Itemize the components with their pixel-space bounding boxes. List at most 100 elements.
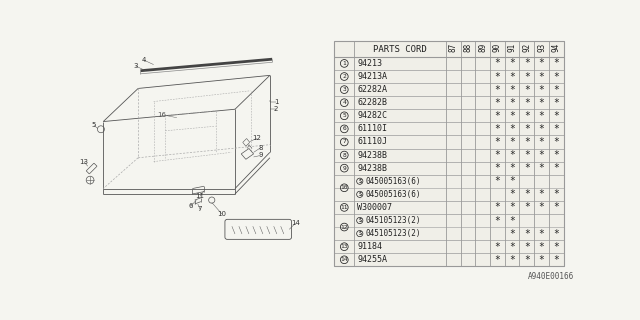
Text: 11: 11 bbox=[196, 193, 205, 199]
Text: *: * bbox=[509, 215, 515, 226]
Text: 90: 90 bbox=[493, 42, 502, 52]
Text: *: * bbox=[539, 150, 545, 160]
Text: *: * bbox=[524, 84, 530, 95]
Text: *: * bbox=[509, 124, 515, 134]
Text: *: * bbox=[524, 137, 530, 147]
Text: *: * bbox=[509, 137, 515, 147]
Text: *: * bbox=[539, 203, 545, 212]
Text: W300007: W300007 bbox=[358, 203, 392, 212]
Text: *: * bbox=[524, 111, 530, 121]
Text: *: * bbox=[509, 189, 515, 199]
Text: 6: 6 bbox=[189, 203, 193, 209]
Text: 13: 13 bbox=[79, 159, 88, 164]
Text: *: * bbox=[554, 150, 559, 160]
Text: S: S bbox=[358, 192, 362, 197]
Text: 62282A: 62282A bbox=[358, 85, 387, 94]
Text: 93: 93 bbox=[537, 42, 546, 52]
Text: *: * bbox=[524, 59, 530, 68]
Text: *: * bbox=[539, 137, 545, 147]
Text: 5: 5 bbox=[92, 123, 96, 128]
Text: 9: 9 bbox=[342, 166, 346, 171]
Text: *: * bbox=[554, 124, 559, 134]
Text: *: * bbox=[554, 255, 559, 265]
Text: *: * bbox=[524, 71, 530, 82]
Text: *: * bbox=[509, 111, 515, 121]
Text: *: * bbox=[554, 71, 559, 82]
Text: 94213: 94213 bbox=[358, 59, 383, 68]
Text: *: * bbox=[524, 242, 530, 252]
Text: *: * bbox=[524, 150, 530, 160]
Text: 6: 6 bbox=[342, 126, 346, 132]
Text: 2: 2 bbox=[274, 106, 278, 112]
Text: *: * bbox=[495, 98, 500, 108]
Text: *: * bbox=[524, 189, 530, 199]
Text: *: * bbox=[495, 242, 500, 252]
Text: 16: 16 bbox=[157, 112, 166, 118]
Text: 12: 12 bbox=[340, 225, 348, 229]
Text: *: * bbox=[554, 59, 559, 68]
Text: *: * bbox=[509, 98, 515, 108]
Text: 045005163(6): 045005163(6) bbox=[365, 177, 420, 186]
Text: *: * bbox=[524, 255, 530, 265]
Text: 2: 2 bbox=[342, 74, 346, 79]
Text: 7: 7 bbox=[198, 206, 202, 212]
Text: *: * bbox=[539, 71, 545, 82]
Text: *: * bbox=[509, 59, 515, 68]
Text: 14: 14 bbox=[340, 257, 348, 262]
Text: 91184: 91184 bbox=[358, 242, 383, 251]
Text: *: * bbox=[509, 163, 515, 173]
Text: *: * bbox=[524, 124, 530, 134]
Text: A940E00166: A940E00166 bbox=[528, 272, 575, 281]
Text: 10: 10 bbox=[340, 185, 348, 190]
Text: *: * bbox=[554, 98, 559, 108]
Text: 91: 91 bbox=[508, 42, 516, 52]
Text: 8: 8 bbox=[342, 153, 346, 157]
Text: *: * bbox=[524, 98, 530, 108]
Text: *: * bbox=[539, 163, 545, 173]
Text: *: * bbox=[495, 150, 500, 160]
Text: *: * bbox=[539, 189, 545, 199]
Text: 045005163(6): 045005163(6) bbox=[365, 190, 420, 199]
Text: 4: 4 bbox=[141, 57, 146, 63]
Text: *: * bbox=[524, 163, 530, 173]
Text: *: * bbox=[495, 71, 500, 82]
Text: 12: 12 bbox=[252, 135, 261, 141]
Text: 3: 3 bbox=[134, 63, 138, 69]
Text: *: * bbox=[539, 59, 545, 68]
Text: 94238B: 94238B bbox=[358, 150, 387, 160]
Text: *: * bbox=[495, 59, 500, 68]
Text: 8: 8 bbox=[259, 145, 263, 151]
Text: 94255A: 94255A bbox=[358, 255, 387, 264]
Text: 11: 11 bbox=[340, 205, 348, 210]
Text: PARTS CORD: PARTS CORD bbox=[373, 45, 427, 54]
Text: 94238B: 94238B bbox=[358, 164, 387, 173]
Text: S: S bbox=[358, 231, 362, 236]
Text: 9: 9 bbox=[259, 152, 263, 158]
Text: *: * bbox=[495, 215, 500, 226]
Text: 13: 13 bbox=[340, 244, 348, 249]
Text: S: S bbox=[358, 179, 362, 184]
Text: S: S bbox=[358, 218, 362, 223]
Text: 92: 92 bbox=[522, 42, 531, 52]
Text: *: * bbox=[554, 203, 559, 212]
Text: *: * bbox=[509, 71, 515, 82]
Text: 045105123(2): 045105123(2) bbox=[365, 216, 420, 225]
Text: *: * bbox=[554, 242, 559, 252]
Text: 61110I: 61110I bbox=[358, 124, 387, 133]
Text: 7: 7 bbox=[342, 140, 346, 144]
Text: 1: 1 bbox=[274, 99, 278, 105]
Bar bbox=[334, 42, 564, 266]
Text: 87: 87 bbox=[449, 42, 458, 52]
Text: *: * bbox=[495, 111, 500, 121]
Text: 94: 94 bbox=[552, 42, 561, 52]
Text: 1: 1 bbox=[342, 61, 346, 66]
Text: *: * bbox=[509, 203, 515, 212]
Text: 10: 10 bbox=[218, 211, 227, 217]
Text: 88: 88 bbox=[463, 42, 472, 52]
Text: 89: 89 bbox=[478, 42, 487, 52]
Text: *: * bbox=[539, 124, 545, 134]
Text: *: * bbox=[509, 176, 515, 186]
Text: 045105123(2): 045105123(2) bbox=[365, 229, 420, 238]
Text: *: * bbox=[495, 84, 500, 95]
Text: 14: 14 bbox=[291, 220, 300, 226]
